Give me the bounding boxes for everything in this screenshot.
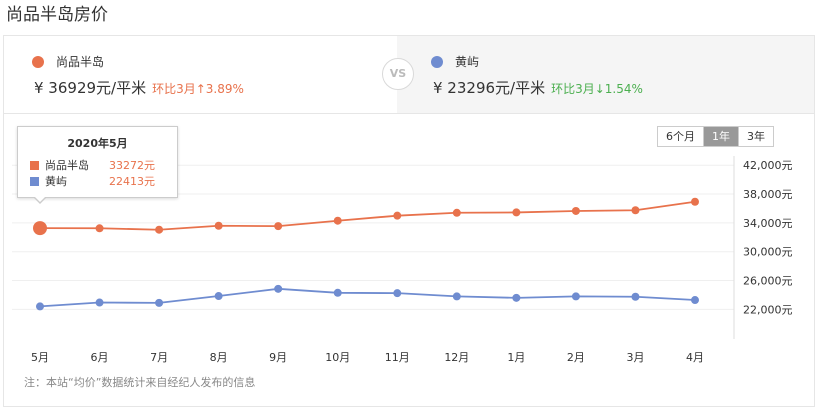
y-tick-label: 22,000元	[743, 303, 793, 316]
series-line	[39, 200, 696, 231]
property-price: ¥ 23296元/平米 环比3月↓1.54%	[433, 77, 643, 98]
series-dot-icon	[431, 56, 443, 68]
price-chart-panel: 42,000元 38,000元 34,000元 30,000元 26,000元 22,00…	[3, 113, 815, 407]
y-tick-label: 34,000元	[743, 217, 793, 230]
compare-item-left: 尚品半岛 ¥ 36929元/平米 环比3月↑3.89%	[4, 36, 397, 113]
compare-item-right: 黄屿 ¥ 23296元/平米 环比3月↓1.54%	[397, 36, 814, 113]
x-tick-label: 10月	[325, 351, 350, 364]
data-point	[214, 221, 223, 230]
series-swatch-icon	[30, 161, 39, 170]
x-tick-label: 1月	[507, 351, 525, 364]
data-point	[274, 222, 283, 231]
data-point	[452, 208, 461, 217]
tooltip-series-name: 尚品半岛	[45, 159, 89, 172]
data-point	[393, 289, 402, 298]
data-point	[333, 288, 342, 297]
data-point	[36, 302, 44, 311]
price-change: 环比3月↓1.54%	[551, 82, 643, 96]
tooltip-row: 黄屿 22413元	[30, 173, 155, 189]
range-button-3y[interactable]: 3年	[738, 127, 773, 146]
x-tick-label: 7月	[150, 351, 168, 364]
property-name: 尚品半岛	[56, 55, 105, 69]
price-change: 环比3月↑3.89%	[152, 82, 244, 96]
y-tick-label: 26,000元	[743, 275, 793, 288]
tooltip-series-value: 33272元	[109, 159, 155, 172]
tooltip-pointer	[34, 196, 46, 202]
x-tick-label: 2月	[567, 351, 585, 364]
data-point	[631, 292, 640, 301]
y-tick-label: 42,000元	[743, 159, 793, 172]
tooltip-series-value: 22413元	[109, 175, 155, 188]
data-point	[452, 292, 461, 301]
data-point	[333, 216, 342, 225]
tooltip-series-name: 黄屿	[45, 175, 67, 188]
data-point	[155, 298, 164, 307]
data-point	[393, 211, 402, 220]
data-point	[95, 224, 104, 233]
x-tick-label: 9月	[269, 351, 287, 364]
property-name: 黄屿	[455, 55, 480, 69]
price-value: ¥ 23296元/平米	[433, 79, 546, 97]
data-point	[571, 292, 580, 301]
data-point	[95, 298, 104, 307]
series-dot-icon	[32, 56, 44, 68]
price-value: ¥ 36929元/平米	[34, 79, 147, 97]
data-point	[571, 206, 580, 215]
chart-tooltip: 2020年5月 尚品半岛 33272元 黄屿 22413元	[17, 126, 178, 204]
x-tick-label: 8月	[210, 351, 228, 364]
x-tick-label: 5月	[31, 351, 49, 364]
data-point	[155, 225, 164, 234]
x-tick-label: 11月	[385, 351, 410, 364]
compare-right-background	[397, 36, 814, 113]
data-point	[33, 221, 47, 236]
data-point	[691, 197, 699, 206]
y-tick-label: 30,000元	[743, 246, 793, 259]
price-trend-chart: 42,000元 38,000元 34,000元 30,000元 26,000元 22,00…	[12, 156, 793, 364]
data-point	[512, 293, 521, 302]
price-compare-panel: 尚品半岛 ¥ 36929元/平米 环比3月↑3.89% VS 黄屿 ¥ 23296…	[3, 35, 815, 114]
range-button-1y[interactable]: 1年	[703, 127, 738, 146]
property-price: ¥ 36929元/平米 环比3月↑3.89%	[34, 77, 244, 98]
series-swatch-icon	[30, 177, 39, 186]
series-line	[39, 287, 696, 308]
x-tick-label: 12月	[444, 351, 469, 364]
data-point	[631, 206, 640, 215]
chart-footnote: 注：本站“均价”数据统计来自经纪人发布的信息	[24, 376, 256, 389]
x-tick-label: 4月	[686, 351, 704, 364]
time-range-selector: 6个月 1年 3年	[657, 126, 774, 147]
data-point	[274, 284, 283, 293]
page-title: 尚品半岛房价	[6, 5, 108, 25]
x-tick-label: 3月	[626, 351, 644, 364]
data-point	[691, 296, 699, 305]
vs-badge: VS	[382, 58, 414, 90]
x-tick-label: 6月	[91, 351, 109, 364]
data-point	[214, 292, 223, 301]
range-button-6m[interactable]: 6个月	[658, 127, 703, 146]
data-point	[512, 208, 521, 217]
tooltip-title: 2020年5月	[67, 137, 128, 150]
y-tick-label: 38,000元	[743, 188, 793, 201]
tooltip-row: 尚品半岛 33272元	[30, 157, 155, 173]
